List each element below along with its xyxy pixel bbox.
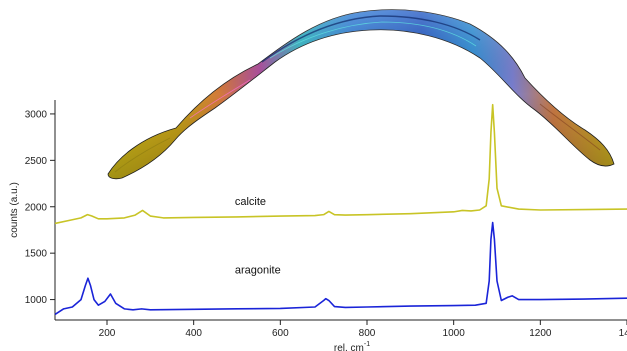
y-tick-label: 2500	[25, 156, 48, 167]
x-tick-label: 400	[185, 328, 202, 339]
y-tick-label: 2000	[25, 202, 48, 213]
x-axis-label-superscript: -1	[364, 341, 370, 348]
y-tick-label: 1000	[25, 295, 48, 306]
spectrum-annotation: calcite	[235, 196, 266, 208]
x-tick-label: 600	[272, 328, 289, 339]
x-tick-label: 800	[359, 328, 376, 339]
y-tick-label: 3000	[25, 109, 48, 120]
y-tick-label: 1500	[25, 249, 48, 260]
aragonite-spectrum-line	[54, 221, 627, 316]
x-tick-label: 200	[99, 328, 116, 339]
x-tick-label: 1000	[443, 328, 466, 339]
annotation-layer: calcite aragonite	[235, 196, 281, 277]
calcite-spectrum-line	[54, 103, 627, 225]
x-tick-label: 1200	[529, 328, 552, 339]
x-axis-label: rel. cm-1	[334, 341, 370, 351]
y-axis-label: counts (a.u.)	[9, 182, 20, 238]
spectrum-annotation: aragonite	[235, 265, 281, 277]
y-axis-ticks: 1000 1500 2000 2500 3000	[25, 109, 55, 306]
x-axis-label-main: rel. cm	[334, 343, 364, 351]
x-axis-ticks: 200 400 600 800 1000 1200 140	[99, 320, 627, 339]
spectra-layer	[54, 103, 627, 316]
shell-cross-section-image	[107, 9, 615, 180]
x-tick-label: 140	[619, 328, 627, 339]
